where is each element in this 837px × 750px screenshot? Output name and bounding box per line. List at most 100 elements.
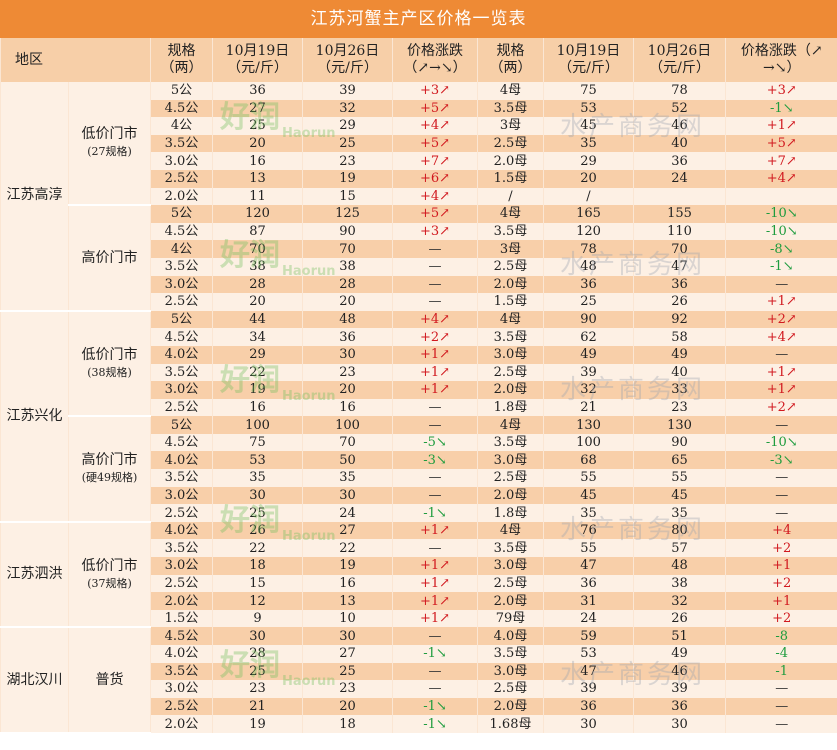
cell-change-left: +4↗ — [392, 117, 478, 135]
cell-price2-right: 38 — [633, 574, 726, 593]
cell-price1-left: 18 — [212, 557, 303, 575]
cell-price2-left: 25 — [302, 662, 393, 681]
cell-price2-left: 20 — [302, 293, 393, 311]
table-row: 4.5公 27 32 +5↗ 3.5母 53 52 -1↘ — [1, 99, 837, 118]
cell-spec-right: 2.0母 — [477, 697, 544, 716]
cell-change-right — [725, 187, 837, 206]
cell-spec-right: 1.8母 — [477, 398, 544, 417]
cell-change-right: +2 — [725, 574, 837, 593]
cell-spec-right: 3.5母 — [477, 222, 544, 241]
cell-spec-left: 4公 — [150, 117, 213, 135]
table-row: 江苏兴化 低价门市 (38规格) 5公 44 48 +4↗ 4母 90 92 +2↗ — [0, 310, 837, 523]
cell-price1-right: 25 — [543, 293, 634, 311]
cell-change-left: +1↗ — [392, 345, 478, 364]
table-row: 3.0公 19 20 +1↗ 2.0母 32 33 +1↗ — [1, 381, 837, 399]
cell-change-right: +1 — [725, 592, 837, 610]
cell-price1-left: 70 — [212, 240, 303, 258]
cell-change-right: — — [725, 416, 837, 434]
cell-spec-right: 3.5母 — [477, 645, 544, 663]
table-row: 3.0公 30 30—2.0母 45 45— — [1, 486, 837, 505]
header-spec-right: 规格 （两） — [477, 38, 544, 82]
cell-price1-right: 36 — [543, 697, 634, 716]
header-price2-right: 10月26日 （元/斤） — [633, 38, 726, 82]
cell-spec-left: 2.0公 — [150, 187, 213, 206]
header-spec-left: 规格 （两） — [150, 38, 213, 82]
cell-spec-right: 2.0母 — [477, 381, 544, 399]
cell-price2-left: 22 — [302, 539, 393, 558]
market-cell: 普货 — [68, 627, 151, 734]
cell-price2-right: 46 — [633, 117, 726, 135]
cell-price1-right: 20 — [543, 169, 634, 188]
cell-change-left: +6↗ — [392, 169, 478, 188]
cell-change-right: -1 — [725, 662, 837, 681]
cell-price1-right: 62 — [543, 328, 634, 346]
cell-spec-right: 2.5母 — [477, 257, 544, 276]
cell-price1-left: 36 — [212, 82, 303, 100]
cell-change-right: +5↗ — [725, 134, 837, 153]
cell-price2-right: 30 — [633, 715, 726, 733]
table-row: 2.5公 15 16 +1↗ 2.5母 36 38 +2 — [1, 574, 837, 593]
cell-change-right: +3↗ — [725, 82, 837, 100]
cell-price2-left: 24 — [302, 504, 393, 522]
cell-change-right: — — [725, 680, 837, 698]
cell-price1-left: 87 — [212, 222, 303, 241]
cell-price1-left: 16 — [212, 152, 303, 170]
cell-price2-right: 47 — [633, 257, 726, 276]
table-row: 3.0公 18 19 +1↗ 3.0母 47 48 +1 — [1, 557, 837, 575]
cell-price2-left: 23 — [302, 680, 393, 698]
cell-spec-right: 3.5母 — [477, 539, 544, 558]
cell-spec-left: 4.5公 — [150, 328, 213, 346]
table-row: 3.0公 16 23 +7↗ 2.0母 29 36 +7↗ — [1, 152, 837, 170]
cell-spec-left: 4.0公 — [150, 521, 213, 540]
cell-price1-left: 21 — [212, 697, 303, 716]
cell-price1-left: 75 — [212, 433, 303, 452]
cell-change-right: -4 — [725, 645, 837, 663]
market-cell: 高价门市 (硬49规格) — [68, 416, 151, 523]
cell-change-right: +2↗ — [725, 398, 837, 417]
table-row: 2.5公 20 20—1.5母 25 26 +1↗ — [1, 293, 837, 311]
cell-price2-left: 16 — [302, 574, 393, 593]
cell-spec-left: 3.5公 — [150, 469, 213, 487]
cell-change-right: — — [725, 697, 837, 716]
cell-price2-right: 58 — [633, 328, 726, 346]
cell-spec-right: 3.5母 — [477, 433, 544, 452]
cell-spec-right: 4母 — [477, 416, 544, 434]
cell-change-left: +1↗ — [392, 574, 478, 593]
region-cell: 江苏高淳 — [0, 82, 69, 312]
cell-spec-left: 3.0公 — [150, 486, 213, 505]
cell-change-right: -10↘ — [725, 222, 837, 241]
cell-change-right: +1↗ — [725, 293, 837, 311]
cell-change-left: +1↗ — [392, 521, 478, 540]
cell-spec-left: 4.0公 — [150, 645, 213, 663]
cell-change-left: — — [392, 486, 478, 505]
market-name: 普货 — [95, 672, 124, 689]
cell-price1-left: 29 — [212, 345, 303, 364]
cell-price1-right: 45 — [543, 117, 634, 135]
cell-spec-left: 4.0公 — [150, 451, 213, 470]
cell-price1-left: 44 — [212, 310, 303, 329]
cell-spec-left: 2.0公 — [150, 715, 213, 733]
cell-price2-left: 32 — [302, 99, 393, 118]
market-name: 低价门市 — [81, 557, 138, 574]
cell-price1-right: 48 — [543, 257, 634, 276]
cell-price2-right: 32 — [633, 592, 726, 610]
cell-change-left: -1↘ — [392, 697, 478, 716]
cell-spec-left: 3.5公 — [150, 257, 213, 276]
region-cell: 江苏兴化 — [0, 310, 69, 523]
cell-spec-left: 5公 — [150, 82, 213, 100]
cell-spec-right: 4母 — [477, 310, 544, 329]
cell-price2-left: 30 — [302, 486, 393, 505]
cell-price1-left: 53 — [212, 451, 303, 470]
cell-spec-right: 3.5母 — [477, 328, 544, 346]
market-cell: 低价门市 (27规格) — [68, 82, 151, 207]
market-spec-note: (38规格) — [87, 365, 132, 379]
cell-price1-left: 13 — [212, 169, 303, 188]
cell-change-left: — — [392, 293, 478, 311]
cell-price1-left: 19 — [212, 715, 303, 733]
cell-change-right: +4↗ — [725, 169, 837, 188]
table-row: 4公 70 70—3母 78 70 -8↘ — [1, 240, 837, 258]
cell-price1-right: 29 — [543, 152, 634, 170]
cell-change-right: — — [725, 715, 837, 733]
table-body: 江苏高淳 低价门市 (27规格) 5公 36 39 +3↗ 4母 75 78 +3↗ 4.5公 27 32… — [0, 82, 837, 734]
header-region: 地区 — [0, 38, 151, 82]
